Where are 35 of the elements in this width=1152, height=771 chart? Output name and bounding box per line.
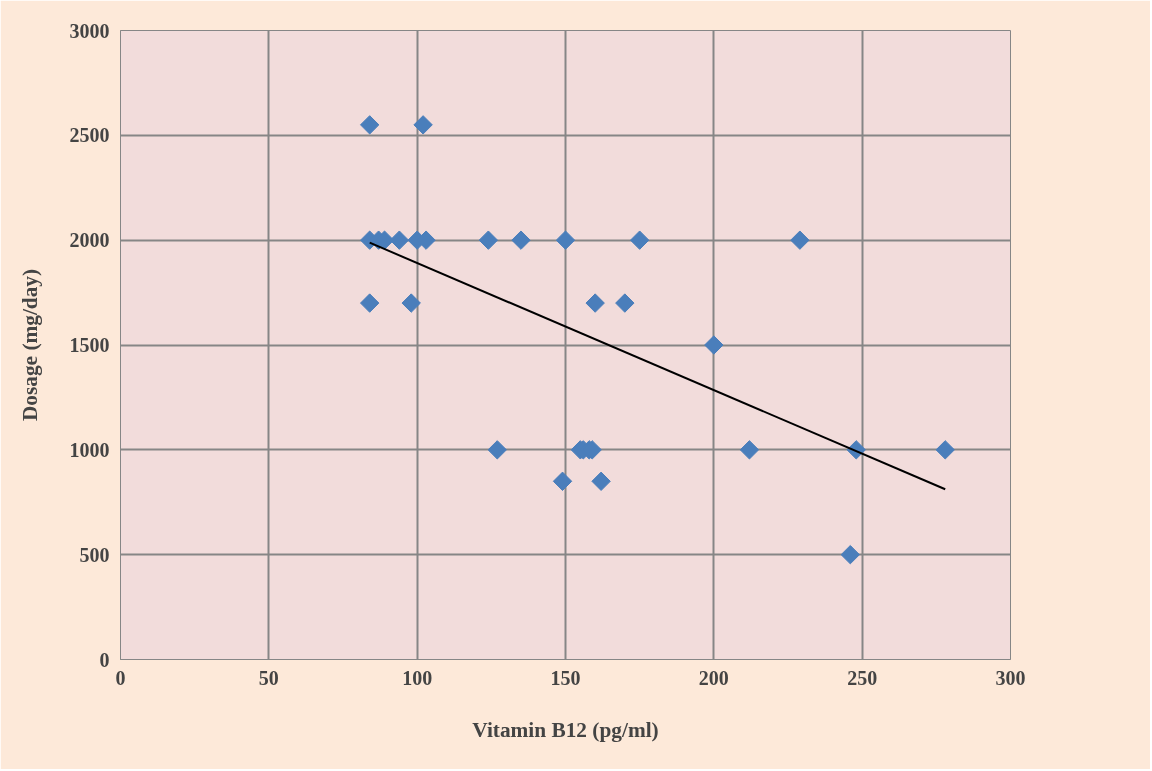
- point: [401, 293, 421, 313]
- y-tick-label: 3000: [69, 19, 110, 42]
- x-tick-label: 50: [258, 666, 279, 689]
- point: [840, 544, 860, 565]
- y-tick-label: 500: [79, 543, 110, 566]
- point: [704, 335, 724, 355]
- point: [552, 471, 573, 491]
- x-tick-label: 100: [402, 666, 433, 689]
- x-tick-label: 250: [847, 666, 878, 689]
- point: [360, 293, 380, 313]
- y-tick-label: 2500: [69, 124, 110, 147]
- point: [413, 115, 433, 135]
- x-tick-label: 300: [995, 666, 1026, 689]
- y-tick-label: 0: [99, 648, 110, 671]
- point: [629, 230, 650, 250]
- point: [739, 440, 760, 460]
- y-tick-label: 2000: [69, 229, 110, 252]
- point: [487, 440, 507, 460]
- point: [360, 115, 380, 135]
- point: [935, 440, 955, 460]
- point: [389, 230, 410, 250]
- point: [615, 293, 635, 313]
- point: [790, 230, 810, 250]
- y-axis-title: Dosage (mg/day): [17, 268, 42, 422]
- x-tick-label: 0: [115, 666, 126, 689]
- x-axis-title: Vitamin B12 (pg/ml): [472, 717, 659, 742]
- point: [591, 471, 611, 491]
- point: [585, 293, 605, 313]
- y-tick-label: 1500: [69, 334, 110, 356]
- y-tick-label: 1000: [69, 438, 110, 461]
- point: [478, 230, 499, 250]
- point: [511, 230, 531, 250]
- x-tick-label: 150: [550, 666, 581, 689]
- x-tick-label: 200: [698, 666, 729, 689]
- point: [555, 230, 576, 250]
